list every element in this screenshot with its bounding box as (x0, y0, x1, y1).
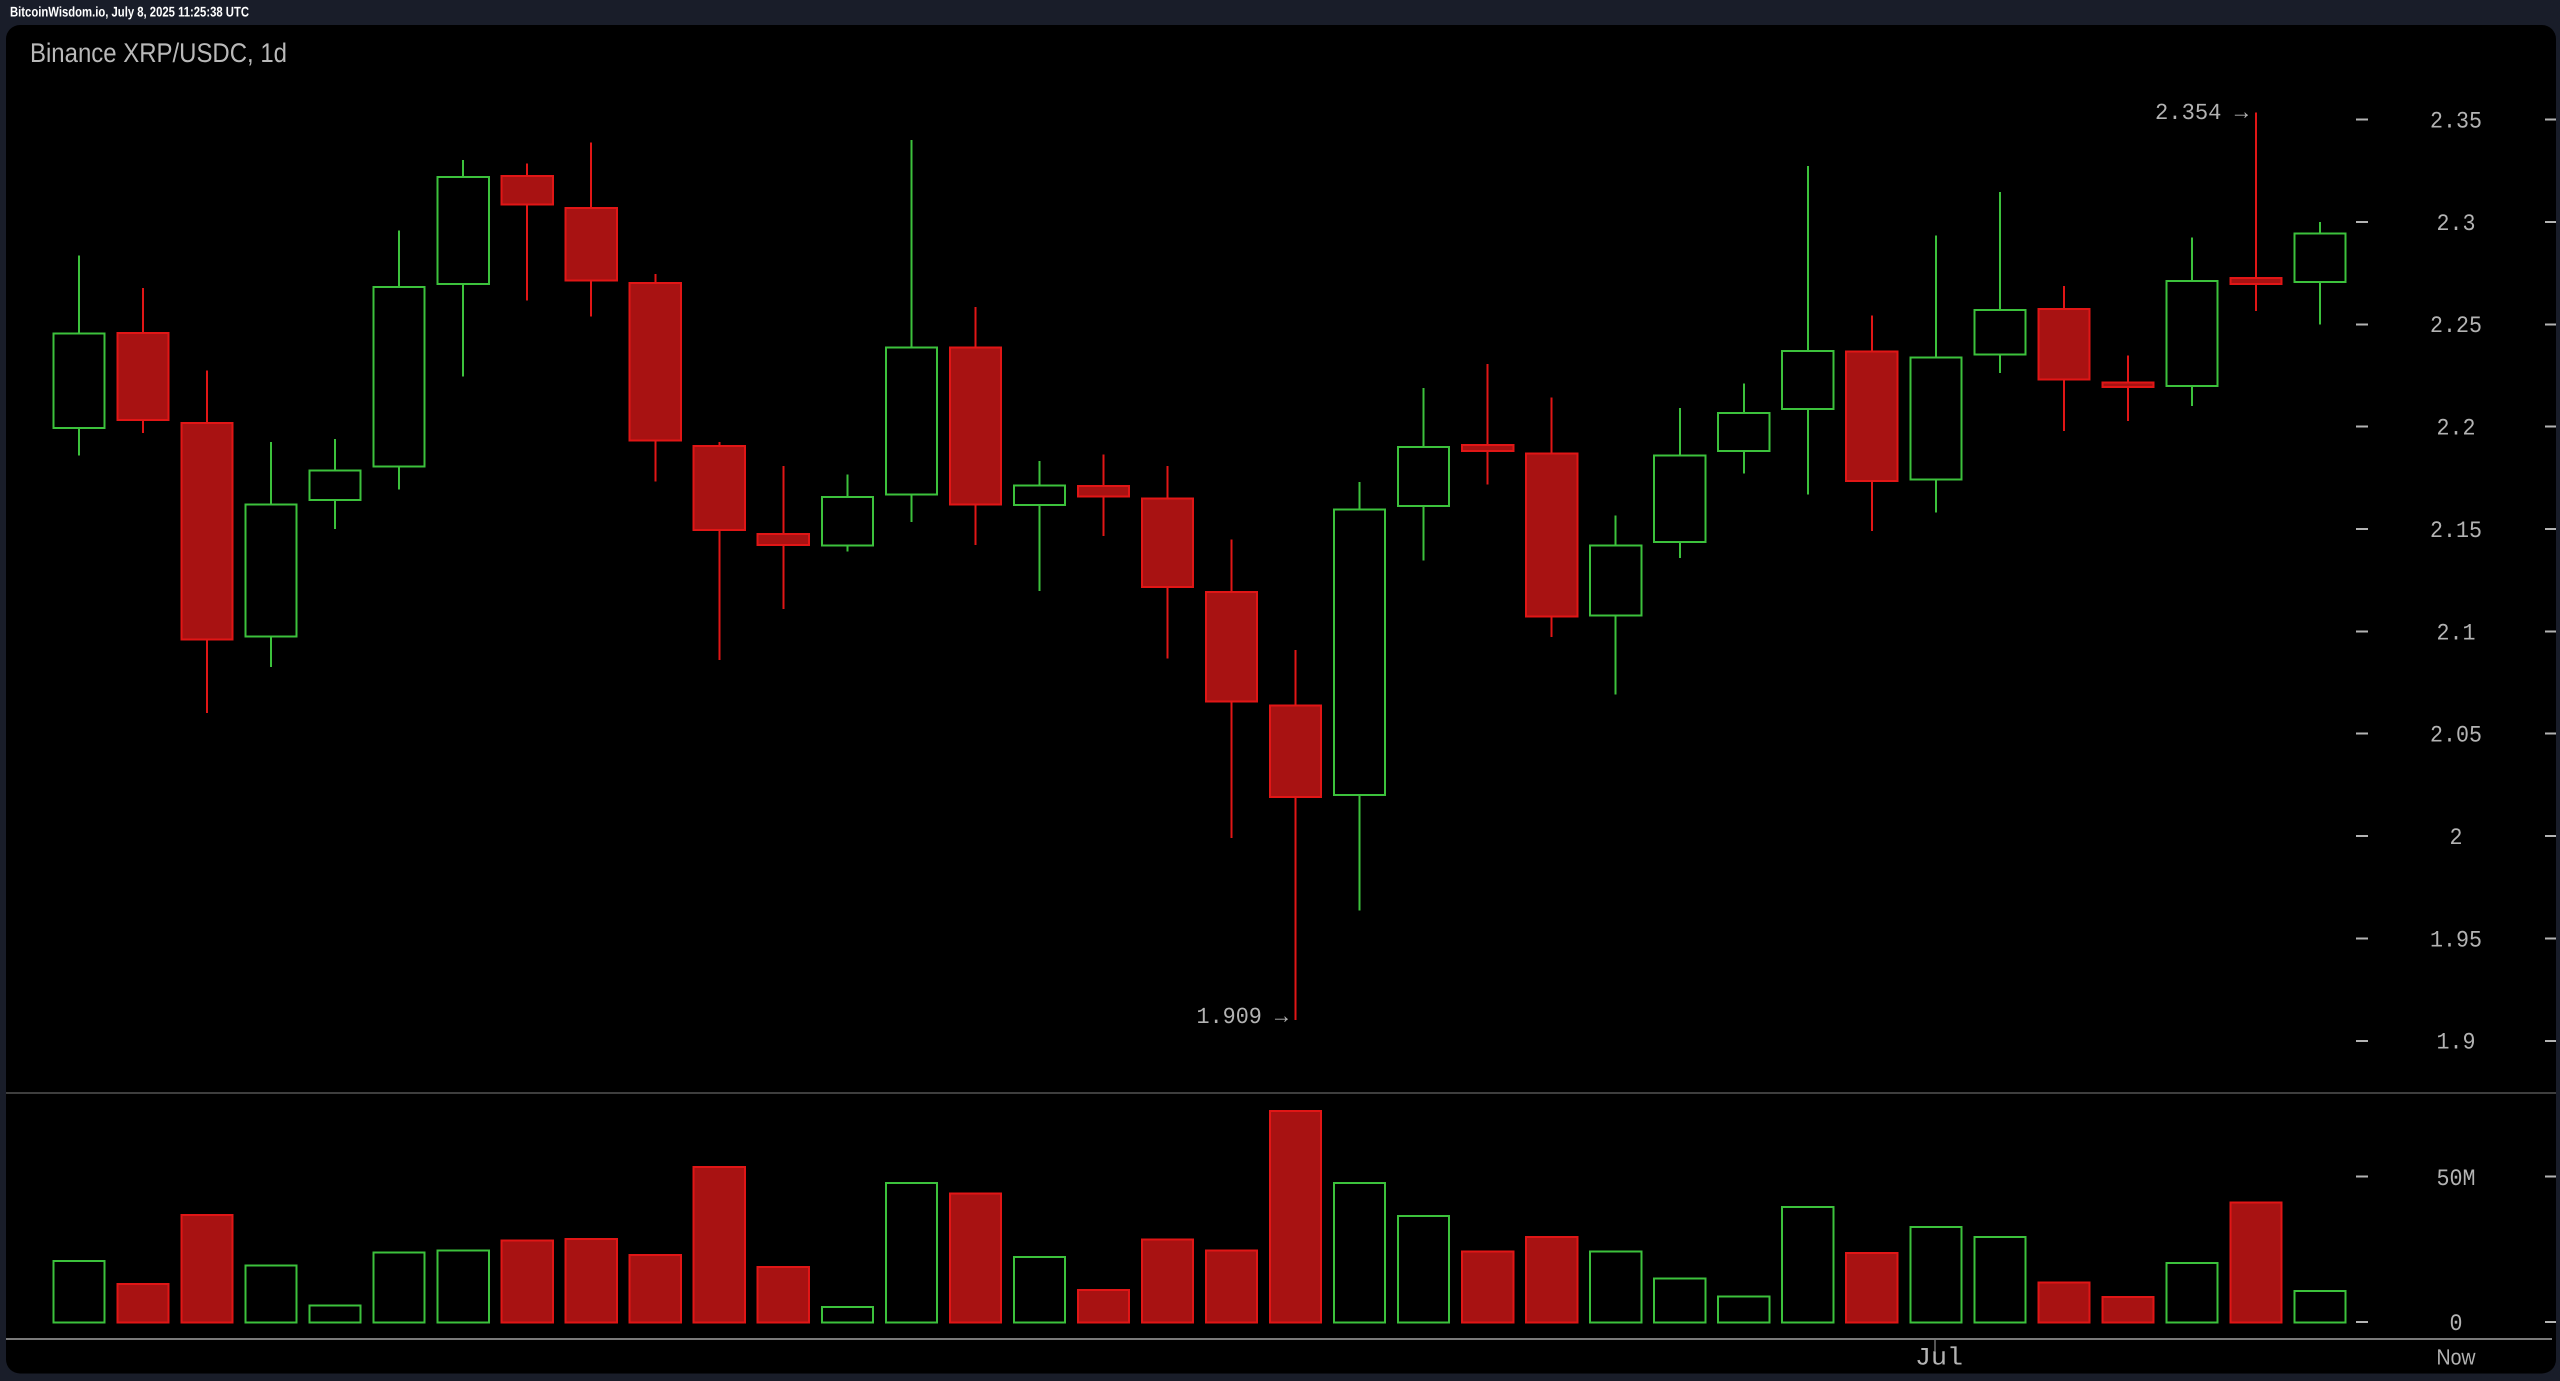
svg-text:BitcoinWisdom.io, July 8, 2025: BitcoinWisdom.io, July 8, 2025 11:25:38 … (10, 4, 249, 20)
svg-text:Jul: Jul (1915, 1344, 1963, 1373)
svg-text:2.15: 2.15 (2430, 518, 2482, 545)
svg-text:Binance XRP/USDC, 1d: Binance XRP/USDC, 1d (30, 38, 287, 68)
svg-text:2.25: 2.25 (2430, 313, 2482, 340)
svg-text:Now: Now (2437, 1345, 2476, 1370)
svg-text:1.9: 1.9 (2437, 1030, 2476, 1057)
svg-text:50M: 50M (2437, 1166, 2476, 1193)
svg-text:2.05: 2.05 (2430, 723, 2482, 750)
svg-text:2.1: 2.1 (2437, 620, 2476, 647)
svg-text:2: 2 (2450, 825, 2463, 852)
svg-text:2.35: 2.35 (2430, 109, 2482, 136)
svg-text:0: 0 (2450, 1311, 2463, 1338)
svg-text:1.95: 1.95 (2430, 927, 2482, 954)
svg-text:2.2: 2.2 (2437, 416, 2476, 443)
svg-text:2.354 →: 2.354 → (2155, 100, 2248, 126)
svg-text:2.3: 2.3 (2437, 211, 2476, 238)
svg-text:1.909 →: 1.909 → (1197, 1004, 1289, 1030)
